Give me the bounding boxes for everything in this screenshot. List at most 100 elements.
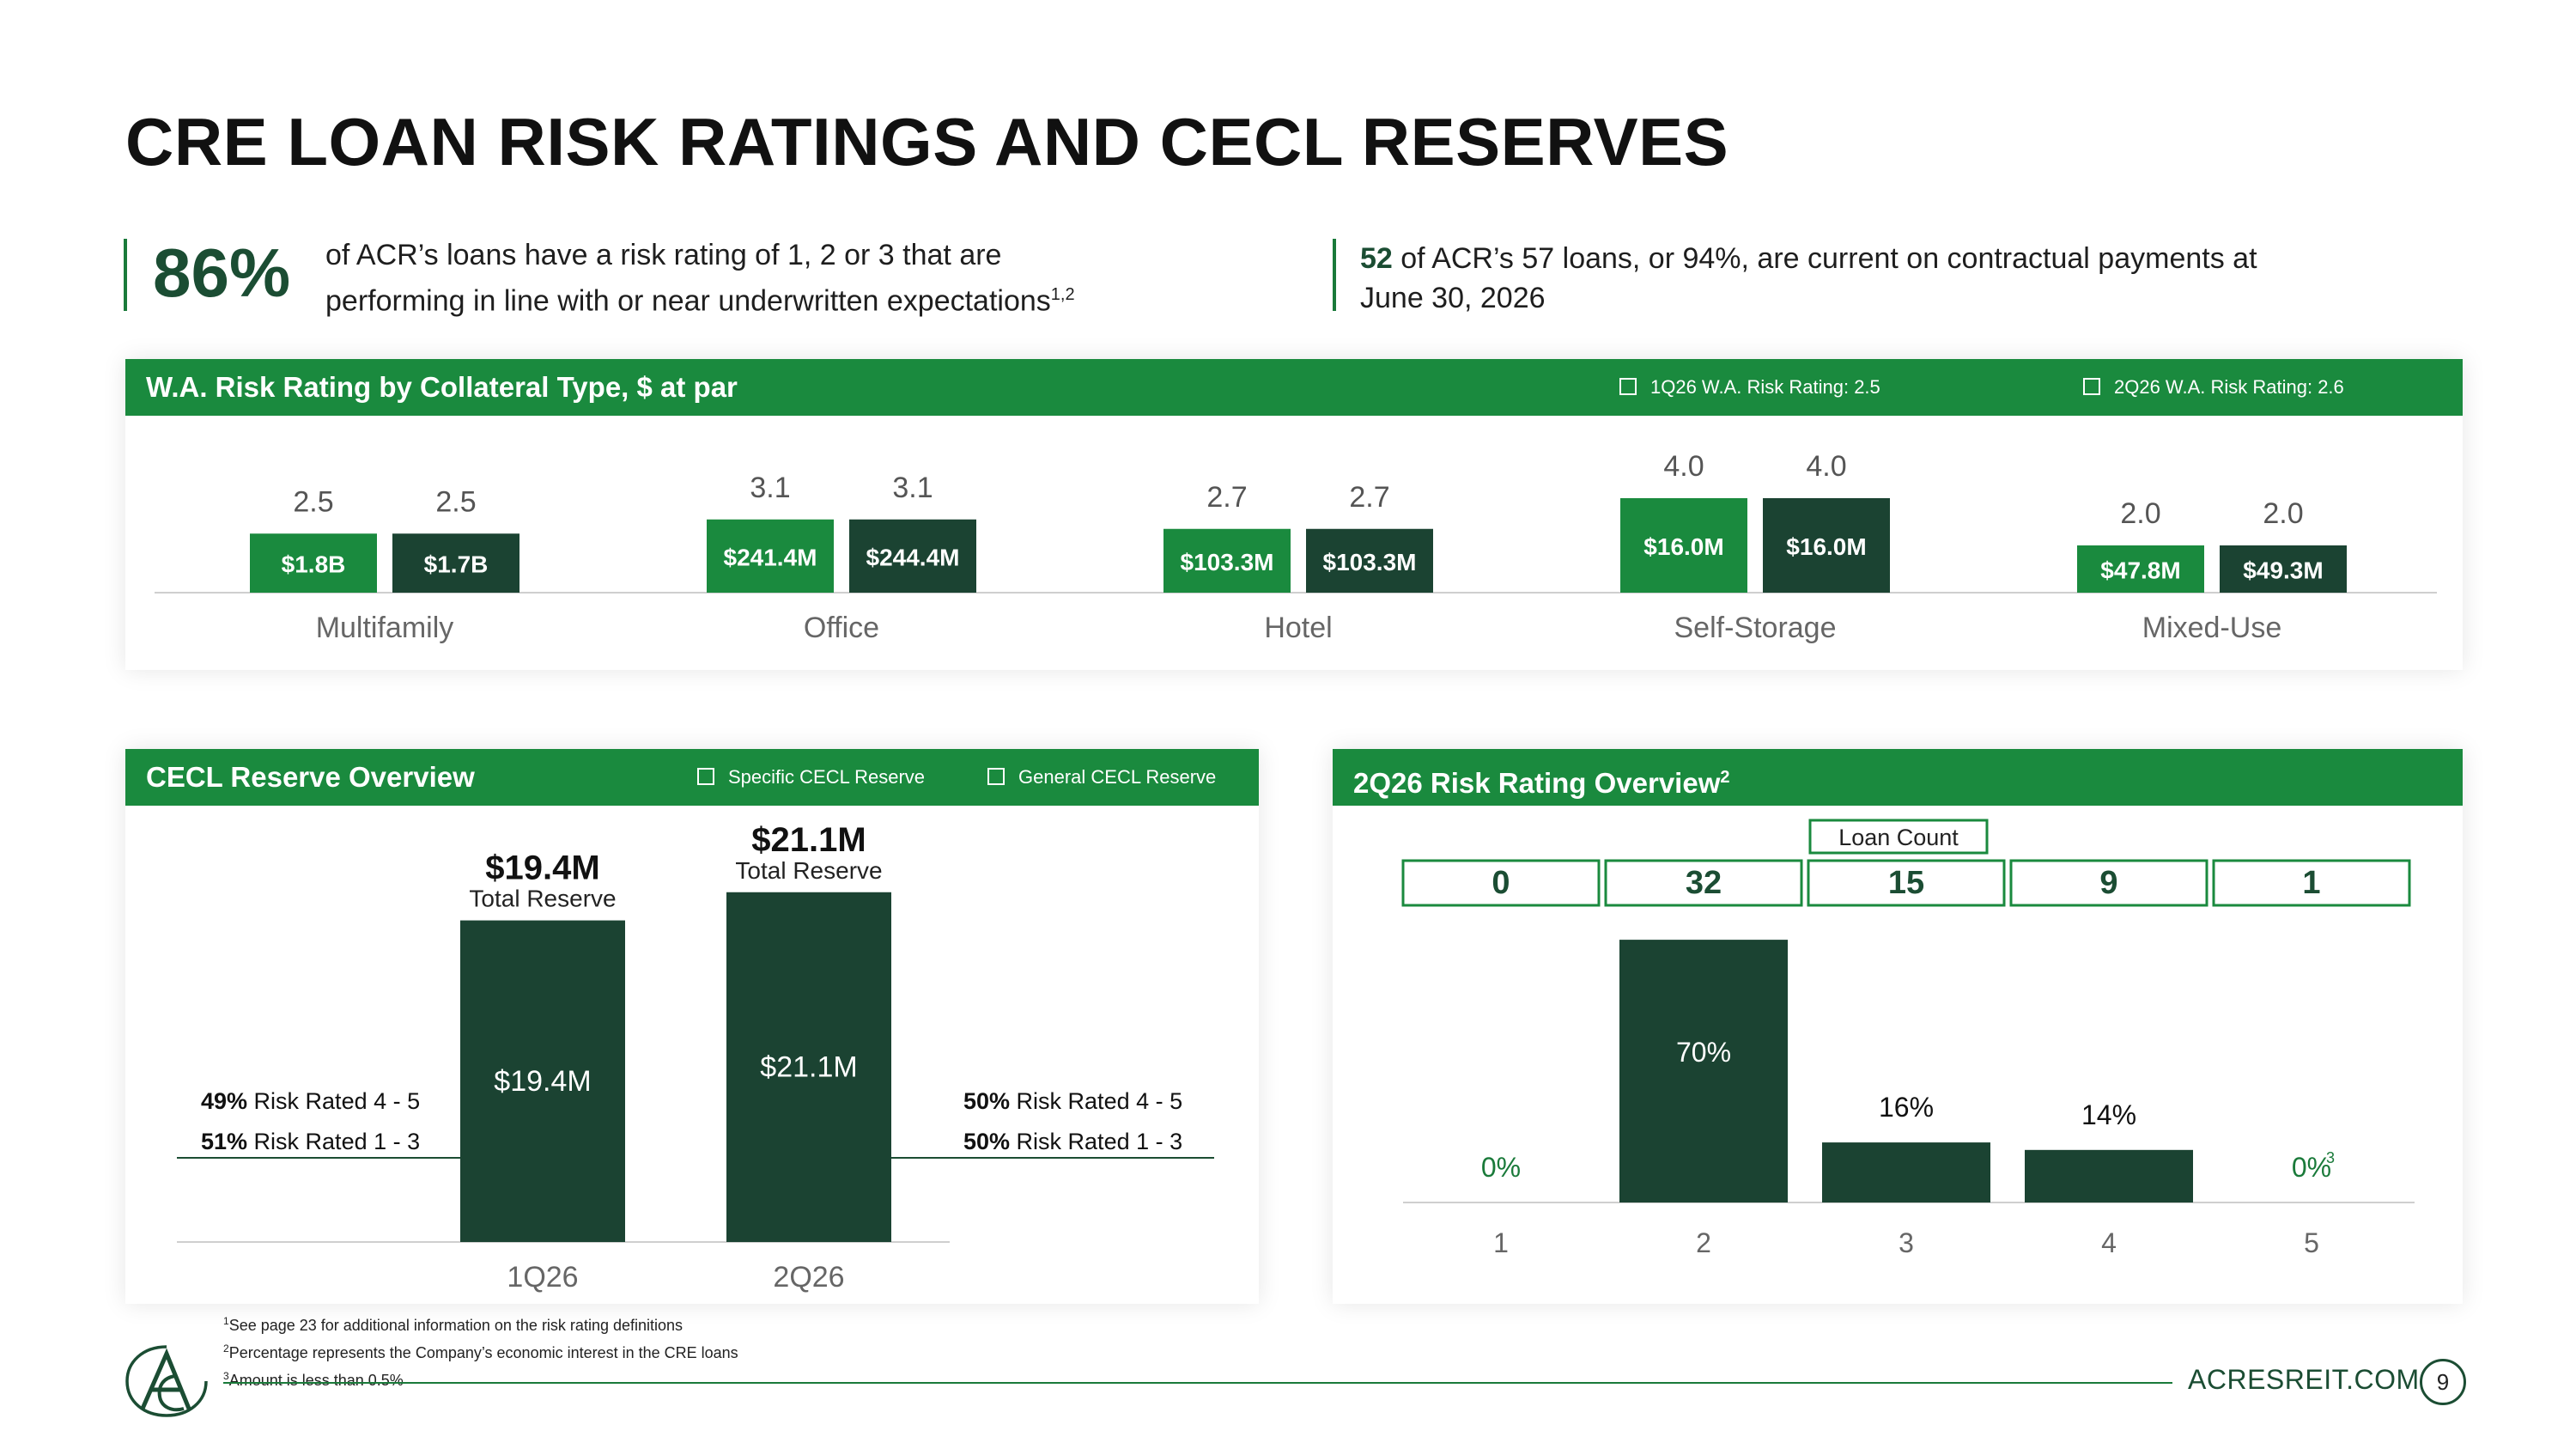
- legend-checkbox-icon: [987, 768, 1005, 786]
- wa-risk-rating-chart: $1.8B 2.5 $1.7B 2.5 Multifamily $241.4M 3.1 $24…: [155, 450, 2437, 644]
- bar-value-label: 14%: [2081, 1099, 2136, 1130]
- bar: [250, 533, 377, 593]
- legend-item-1q26: 1Q26 W.A. Risk Rating: 2.5: [1619, 359, 1880, 416]
- bar: [726, 892, 891, 1242]
- stat-divider: [1333, 239, 1336, 311]
- bar-value-label: $21.1M: [760, 1050, 857, 1083]
- footnote-number: 1: [223, 1315, 229, 1327]
- legend-item-specific: Specific CECL Reserve: [697, 749, 925, 806]
- footnote-text: Percentage represents the Company’s econ…: [228, 1344, 738, 1361]
- bar-value-label: 0%: [1481, 1152, 1521, 1183]
- bar: [1763, 498, 1890, 593]
- footnote-ref: 2: [1720, 768, 1730, 787]
- stat-highlight: 52: [1360, 242, 1393, 275]
- bar: [1619, 940, 1788, 1202]
- bar-value-label: 4.0: [1663, 450, 1704, 483]
- loan-count-box: [1807, 859, 2006, 907]
- bar: [849, 519, 976, 593]
- loan-count-value: 32: [1686, 865, 1722, 901]
- bar-amount-label: $241.4M: [724, 544, 817, 570]
- stat-line-1: of ACR’s loans have a risk rating of 1, …: [325, 239, 1002, 271]
- bar-value-label: 3.1: [892, 472, 933, 504]
- bar-amount-label: $16.0M: [1786, 533, 1866, 560]
- x-tick-label: Self-Storage: [1674, 612, 1837, 644]
- legend-checkbox-icon: [2083, 378, 2100, 396]
- page-number: 9: [2420, 1359, 2466, 1405]
- wa-risk-rating-panel: W.A. Risk Rating by Collateral Type, $ a…: [125, 359, 2463, 670]
- reserve-note: 50% Risk Rated 1 - 3: [963, 1129, 1182, 1154]
- reserve-note-percent: 49%: [201, 1088, 247, 1114]
- panel-header: 2Q26 Risk Rating Overview2: [1333, 749, 2463, 806]
- legend-label: 1Q26 W.A. Risk Rating: 2.5: [1650, 376, 1880, 398]
- reserve-note-percent: 50%: [963, 1129, 1010, 1154]
- stat-divider: [124, 239, 127, 311]
- total-reserve-caption: Total Reserve: [735, 857, 882, 884]
- panel-title: CECL Reserve Overview: [146, 761, 475, 793]
- x-tick-label: Office: [804, 612, 879, 644]
- x-tick-label: 2: [1696, 1227, 1711, 1258]
- bar-value-label: 2.0: [2120, 497, 2160, 530]
- bar: [460, 920, 625, 1242]
- legend-label: Specific CECL Reserve: [728, 766, 926, 788]
- reserve-note: 49% Risk Rated 4 - 5: [201, 1088, 420, 1114]
- bar: [1620, 498, 1747, 593]
- bar: [1306, 528, 1433, 593]
- loan-count-value: 1: [2302, 865, 2320, 901]
- legend-item-2q26: 2Q26 W.A. Risk Rating: 2.6: [2083, 359, 2344, 416]
- bar-value-label: 2.5: [293, 485, 333, 518]
- legend-checkbox-icon: [697, 768, 714, 786]
- bar-amount-label: $103.3M: [1181, 549, 1274, 575]
- footer-website-link[interactable]: ACRESREIT.COM: [2188, 1364, 2420, 1395]
- footnote-ref: 3: [2326, 1149, 2335, 1166]
- panel-title: W.A. Risk Rating by Collateral Type, $ a…: [146, 371, 738, 403]
- x-tick-label: 5: [2304, 1227, 2319, 1258]
- loan-count-box: [2212, 859, 2411, 907]
- reserve-note-text: Risk Rated 4 - 5: [247, 1088, 420, 1114]
- stat-description: 52 of ACR’s 57 loans, or 94%, are curren…: [1360, 239, 2373, 318]
- loan-count-box: [2009, 859, 2208, 907]
- loan-count-value: 15: [1888, 865, 1924, 901]
- footer-divider: [223, 1382, 2172, 1384]
- footnote-ref: 1,2: [1050, 285, 1075, 304]
- loan-count-value: 9: [2099, 865, 2117, 901]
- panel-header: CECL Reserve Overview: [125, 749, 1259, 806]
- total-reserve-value: $21.1M: [751, 821, 866, 859]
- footnote: 2Percentage represents the Company’s eco…: [223, 1337, 738, 1365]
- risk-rating-overview-panel: 2Q26 Risk Rating Overview2 Loan Count 0 0%…: [1333, 749, 2463, 1304]
- bar-amount-label: $47.8M: [2100, 557, 2180, 584]
- acres-logo: [125, 1345, 208, 1417]
- x-tick-label: 1: [1493, 1227, 1509, 1258]
- page-title: CRE LOAN RISK RATINGS AND CECL RESERVES: [125, 104, 1729, 180]
- bar: [2220, 545, 2347, 593]
- footnote-number: 3: [223, 1370, 229, 1382]
- bar: [1822, 1142, 1990, 1202]
- panel-header: W.A. Risk Rating by Collateral Type, $ a…: [125, 359, 2463, 416]
- bar-amount-label: $244.4M: [866, 544, 960, 570]
- footnote-text: Amount is less than 0.5%: [228, 1372, 404, 1389]
- bar: [392, 533, 519, 593]
- legend-checkbox-icon: [1619, 378, 1637, 396]
- loan-count-box: [1401, 859, 1601, 907]
- bar: [2025, 1149, 2193, 1202]
- reserve-note: 50% Risk Rated 4 - 5: [963, 1088, 1182, 1114]
- bar: [2077, 545, 2204, 593]
- bar-value-label: 3.1: [750, 472, 790, 504]
- x-tick-label: Hotel: [1264, 612, 1332, 644]
- footnote-number: 2: [223, 1342, 229, 1355]
- bar-value-label: 70%: [1676, 1037, 1731, 1068]
- total-reserve-caption: Total Reserve: [469, 886, 616, 912]
- bar-value-label: 4.0: [1806, 450, 1846, 483]
- stat-value: 86%: [153, 234, 291, 311]
- reserve-note-text: Risk Rated 1 - 3: [247, 1129, 420, 1154]
- bar-amount-label: $16.0M: [1643, 533, 1723, 560]
- legend-item-general: General CECL Reserve: [987, 749, 1216, 806]
- loan-count-header-box: [1808, 819, 1989, 855]
- bar-value-label: 2.7: [1349, 481, 1389, 514]
- footnote: 1See page 23 for additional information …: [223, 1310, 738, 1337]
- reserve-note-text: Risk Rated 4 - 5: [1010, 1088, 1182, 1114]
- bar-amount-label: $103.3M: [1323, 549, 1417, 575]
- reserve-note-percent: 50%: [963, 1088, 1010, 1114]
- loan-count-box: [1604, 859, 1803, 907]
- bar: [1163, 528, 1291, 593]
